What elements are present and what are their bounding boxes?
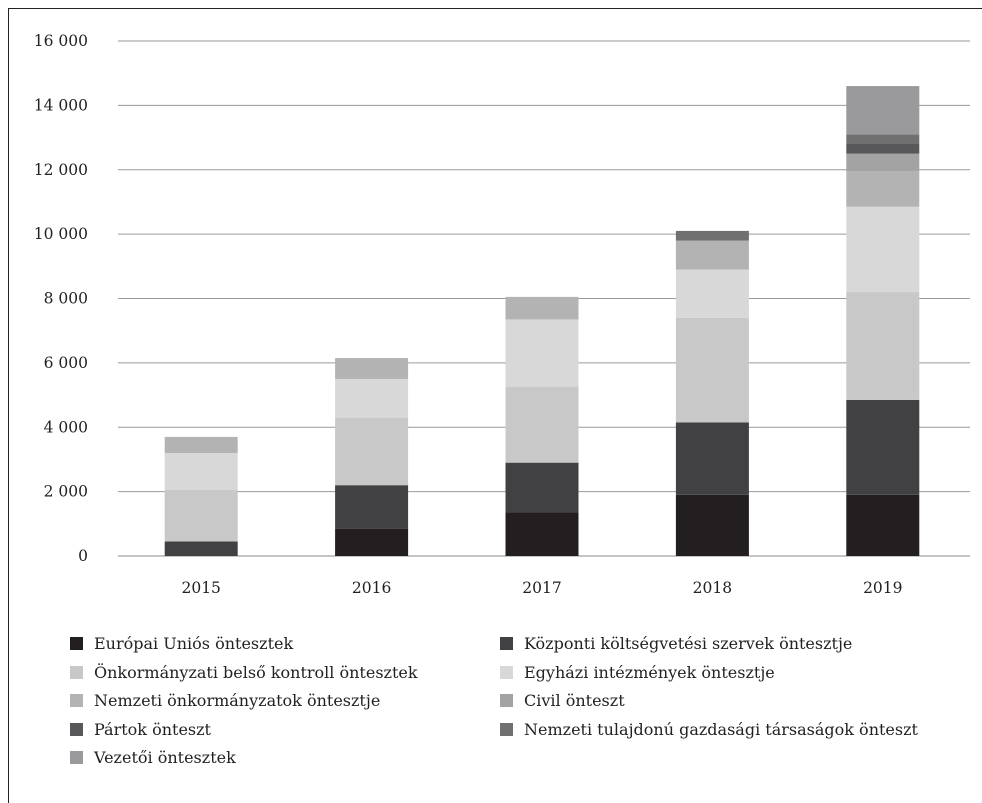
y-tick-label: 8 000: [44, 290, 88, 308]
x-tick-label: 2017: [522, 579, 561, 597]
bar-segment: [164, 490, 238, 542]
y-tick-label: 4 000: [44, 418, 88, 436]
legend-label: Nemzeti önkormányzatok öntesztje: [94, 691, 381, 710]
legend-label: Európai Uniós öntesztek: [94, 634, 294, 653]
bar-segment: [675, 422, 749, 495]
bar-segment: [846, 494, 920, 556]
bar-segment: [164, 541, 238, 556]
y-tick-label: 0: [78, 547, 88, 565]
y-tick-label: 14 000: [34, 96, 88, 114]
y-axis: 0 2 000 4 000 6 000 8 000 10 000 12 000 14 000 1…: [34, 32, 88, 565]
x-tick-label: 2015: [181, 579, 220, 597]
legend-swatch: [500, 722, 513, 736]
legend-item: Önkormányzati belső kontroll öntesztek: [70, 663, 418, 682]
y-tick-label: 6 000: [44, 354, 88, 372]
y-tick-label: 16 000: [34, 32, 88, 50]
stacked-bar-chart: 0 2 000 4 000 6 000 8 000 10 000 12 000 14 000 1…: [34, 32, 970, 597]
legend-swatch: [500, 637, 513, 650]
legend-item: Európai Uniós öntesztek: [70, 634, 293, 653]
legend-item: Nemzeti önkormányzatok öntesztje: [70, 691, 380, 710]
x-tick-label: 2019: [863, 579, 902, 597]
bar-segment: [846, 171, 920, 207]
bar-segment: [675, 317, 749, 423]
chart-frame: [8, 8, 982, 803]
y-tick-label: 10 000: [34, 225, 88, 243]
legend-swatch: [70, 722, 83, 736]
bar-segment: [164, 436, 238, 453]
legend-label: Önkormányzati belső kontroll öntesztek: [94, 662, 418, 682]
bar-segment: [335, 378, 409, 418]
bar-segment: [675, 230, 749, 241]
bar-segment: [846, 399, 920, 495]
legend-item: Civil önteszt: [500, 691, 625, 710]
legend-item: Központi költségvetési szervek öntesztje: [500, 634, 852, 653]
legend-swatch: [500, 665, 513, 679]
bar-segment: [335, 358, 409, 379]
bar-segment: [846, 292, 920, 400]
legend-item: Nemzeti tulajdonú gazdasági társaságok ö…: [500, 720, 918, 739]
legend-label: Központi költségvetési szervek öntesztje: [524, 634, 853, 653]
bar-segment: [846, 206, 920, 293]
legend-swatch: [70, 665, 83, 679]
bar-segment: [505, 462, 579, 513]
legend-swatch: [70, 694, 83, 707]
legend-label: Vezetői öntesztek: [94, 748, 236, 767]
x-axis: 2015 2016 2017 2018 2019: [181, 579, 902, 597]
bar-segment: [675, 269, 749, 318]
bar-segment: [335, 485, 409, 529]
bar-segment: [505, 512, 579, 556]
legend-label: Pártok önteszt: [94, 719, 211, 739]
y-tick-label: 2 000: [44, 483, 88, 501]
bar-segment: [505, 296, 579, 320]
bar-segment: [335, 528, 409, 556]
legend-swatch: [500, 694, 513, 707]
bar-segment: [505, 387, 579, 463]
bar-segment: [335, 417, 409, 486]
bar-segment: [846, 134, 920, 144]
x-tick-label: 2016: [352, 579, 391, 597]
bar-segment: [505, 319, 579, 388]
legend-label: Nemzeti tulajdonú gazdasági társaságok ö…: [524, 719, 918, 739]
legend-label: Egyházi intézmények öntesztje: [524, 662, 775, 682]
legend-swatch: [70, 751, 83, 764]
bar-segment: [164, 453, 238, 491]
legend-item: Pártok önteszt: [70, 720, 211, 739]
bar-segment: [675, 494, 749, 556]
x-tick-label: 2018: [693, 579, 732, 597]
legend-item: Egyházi intézmények öntesztje: [500, 663, 775, 682]
bar-segment: [675, 240, 749, 270]
legend-label: Civil önteszt: [524, 691, 625, 710]
legend-item: Vezetői öntesztek: [70, 748, 236, 767]
y-tick-label: 12 000: [34, 161, 88, 179]
bar-segment: [846, 144, 920, 154]
bars: [164, 86, 920, 556]
bar-segment: [846, 86, 920, 135]
bar-segment: [846, 153, 920, 172]
legend-swatch: [70, 637, 83, 650]
